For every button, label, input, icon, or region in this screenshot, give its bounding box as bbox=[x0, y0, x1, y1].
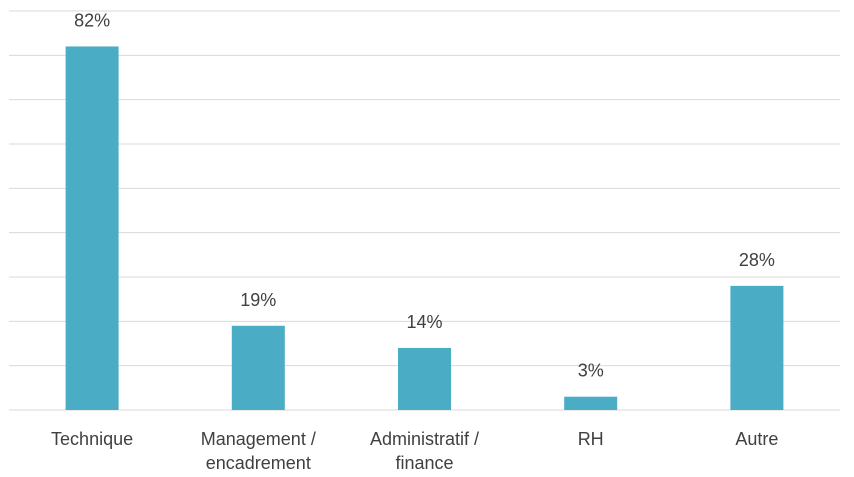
x-tick-label: Administratif / finance bbox=[369, 429, 480, 473]
data-label: 82% bbox=[74, 10, 110, 30]
data-label: 19% bbox=[240, 290, 276, 310]
bar bbox=[730, 285, 784, 410]
x-tick-label: Technique bbox=[51, 429, 134, 449]
x-tick-label: RH bbox=[577, 429, 604, 449]
bar bbox=[398, 347, 451, 410]
x-tick-label: Autre bbox=[735, 429, 779, 449]
data-label: 14% bbox=[406, 312, 442, 332]
bar bbox=[564, 396, 618, 410]
bar bbox=[231, 325, 285, 410]
data-label: 28% bbox=[739, 250, 775, 270]
bar bbox=[65, 46, 119, 410]
data-label: 3% bbox=[578, 361, 604, 381]
x-tick-label: Management / encadrement bbox=[200, 429, 316, 473]
